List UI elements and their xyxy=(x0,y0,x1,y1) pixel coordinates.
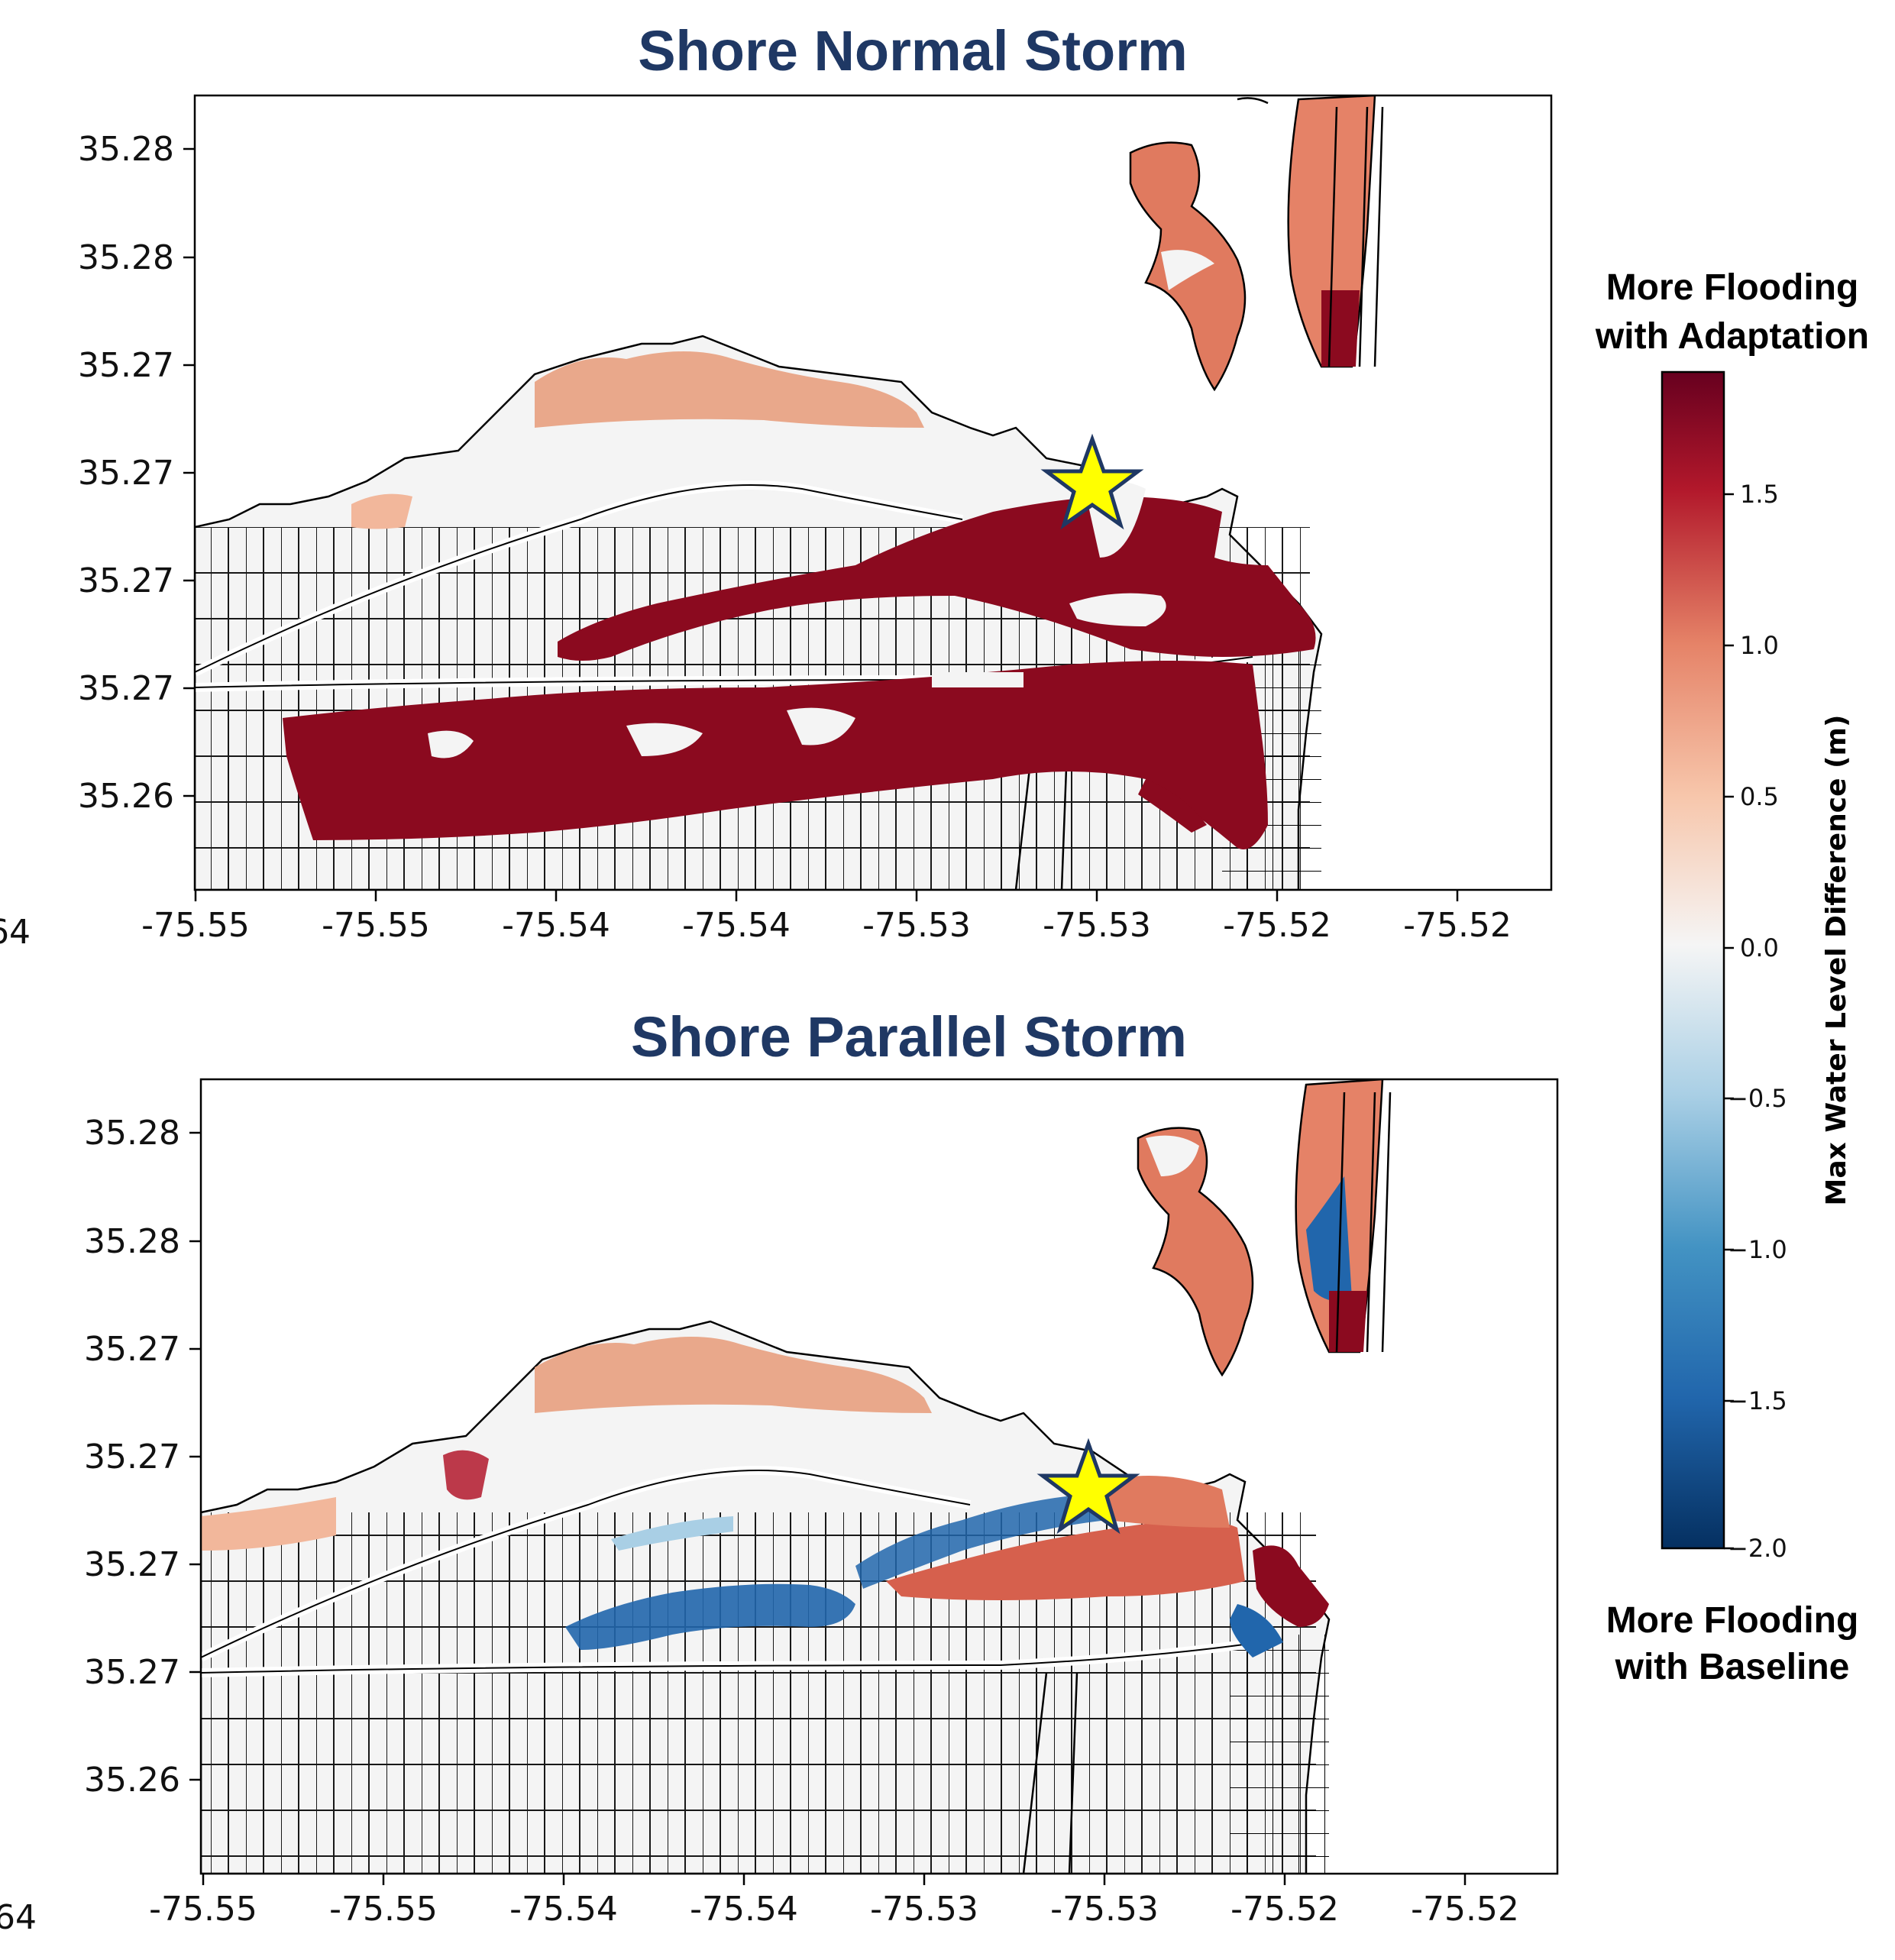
star-icon-top xyxy=(1040,433,1144,530)
panel-title-top: Shore Normal Storm xyxy=(638,19,1188,82)
x-tick-label: -75.53 xyxy=(870,1890,978,1929)
map-area-bottom xyxy=(201,1079,1557,1874)
x-tick-label: -75.55 xyxy=(141,906,250,945)
y-axis-bottom: 35.28 35.28 35.27 35.27 35.27 35.27 35.2… xyxy=(0,1114,201,1937)
axes-frame-bottom xyxy=(199,1078,1559,1875)
y-tick-label: 35.27 xyxy=(84,1330,180,1369)
clipped-y-tick-label: 64 xyxy=(0,913,31,952)
colorbar-tick-label: 1.5 xyxy=(1740,480,1779,509)
panel-shore-normal: Shore Normal Storm xyxy=(0,19,1553,952)
x-tick-label: -75.53 xyxy=(1043,906,1151,945)
colorbar-tick-label: −0.5 xyxy=(1728,1084,1787,1113)
colorbar-gradient xyxy=(1661,370,1725,1550)
colorbar-label: Max Water Level Difference (m) xyxy=(1821,715,1852,1206)
y-tick-label: 35.27 xyxy=(78,454,174,493)
x-tick-label: -75.55 xyxy=(329,1890,438,1929)
y-tick-label: 35.27 xyxy=(78,669,174,708)
x-tick-label: -75.52 xyxy=(1403,906,1512,945)
colorbar-tick-label: −1.0 xyxy=(1728,1235,1787,1264)
clipped-y-tick-label: 64 xyxy=(0,1898,37,1937)
colorbar-top-note-line1: More Flooding xyxy=(1606,267,1859,308)
y-tick-label: 35.27 xyxy=(84,1545,180,1584)
y-axis-top: 35.28 35.28 35.27 35.27 35.27 35.27 35.2… xyxy=(0,130,195,952)
colorbar-tick-label: 1.0 xyxy=(1740,631,1779,660)
colorbar-tick-label: −2.0 xyxy=(1728,1534,1787,1563)
panel-shore-parallel: Shore Parallel Storm xyxy=(0,1005,1559,1937)
y-tick-label: 35.27 xyxy=(78,561,174,600)
colorbar-tick-label: 0.0 xyxy=(1740,933,1779,962)
x-tick-label: -75.54 xyxy=(502,906,610,945)
y-tick-label: 35.26 xyxy=(84,1761,180,1800)
map-area-top xyxy=(195,95,1551,890)
y-tick-label: 35.27 xyxy=(84,1653,180,1692)
colorbar-top-note-line2: with Adaptation xyxy=(1595,316,1869,357)
x-tick-label: -75.54 xyxy=(690,1890,798,1929)
flood-band-lower xyxy=(283,661,1268,849)
x-tick-label: -75.54 xyxy=(509,1890,618,1929)
axes-frame-top xyxy=(193,94,1553,891)
colorbar-tick-label: 0.5 xyxy=(1740,782,1779,811)
x-tick-label: -75.55 xyxy=(322,906,430,945)
x-tick-label: -75.53 xyxy=(862,906,971,945)
colorbar-bottom-note-line2: with Baseline xyxy=(1615,1647,1850,1687)
x-axis-bottom: -75.55 -75.55 -75.54 -75.54 -75.53 -75.5… xyxy=(149,1874,1519,1929)
y-tick-label: 35.28 xyxy=(84,1114,180,1153)
negative-band xyxy=(565,1583,855,1650)
y-tick-label: 35.28 xyxy=(78,238,174,277)
panel-title-bottom: Shore Parallel Storm xyxy=(631,1005,1187,1069)
x-tick-label: -75.52 xyxy=(1223,906,1331,945)
colorbar-ticks: 1.5 1.0 0.5 0.0 −0.5 −1.0 −1.5 −2.0 xyxy=(1724,480,1787,1563)
x-tick-label: -75.54 xyxy=(682,906,791,945)
y-tick-label: 35.27 xyxy=(84,1438,180,1476)
colorbar: More Flooding with Adaptation 1.5 1.0 0.… xyxy=(1595,267,1869,1687)
y-tick-label: 35.26 xyxy=(78,777,174,816)
y-tick-label: 35.28 xyxy=(84,1222,180,1261)
colorbar-bottom-note-line1: More Flooding xyxy=(1606,1600,1859,1641)
y-tick-label: 35.27 xyxy=(78,346,174,385)
x-tick-label: -75.52 xyxy=(1230,1890,1339,1929)
colorbar-tick-label: −1.5 xyxy=(1728,1386,1787,1415)
y-tick-label: 35.28 xyxy=(78,130,174,169)
x-tick-label: -75.53 xyxy=(1050,1890,1159,1929)
x-axis-top: -75.55 -75.55 -75.54 -75.54 -75.53 -75.5… xyxy=(141,890,1512,945)
star-icon-bottom xyxy=(1036,1438,1140,1535)
x-tick-label: -75.55 xyxy=(149,1890,257,1929)
x-tick-label: -75.52 xyxy=(1411,1890,1519,1929)
